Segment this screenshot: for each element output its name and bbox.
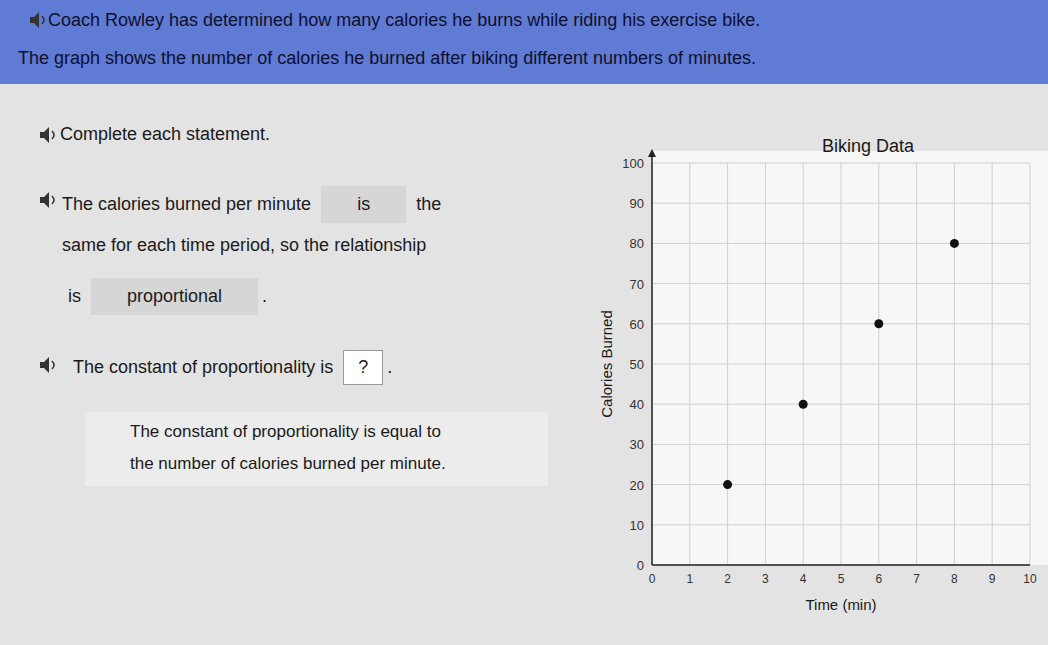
grid-line-y — [652, 243, 1030, 244]
speaker-icon — [40, 192, 49, 208]
y-axis — [651, 155, 653, 565]
y-tick-label: 100 — [622, 156, 644, 171]
prompt: Complete each statement. — [60, 124, 270, 145]
dropdown-choice[interactable]: proportional — [91, 278, 258, 315]
x-tick-label: 10 — [1023, 572, 1037, 586]
y-tick-label: 0 — [637, 558, 644, 573]
grid-line-y — [652, 364, 1030, 365]
statement-line: same for each time period, so the relati… — [62, 235, 426, 256]
header-band: Coach Rowley has determined how many cal… — [0, 0, 1048, 84]
speaker-icon — [40, 357, 49, 373]
y-tick-label: 20 — [630, 478, 644, 493]
grid-line-y — [652, 203, 1030, 204]
data-point — [950, 239, 959, 248]
y-tick-label: 70 — [630, 277, 644, 292]
statement-text: the — [416, 194, 441, 215]
hint-text: the number of calories burned per minute… — [130, 454, 446, 474]
x-tick-label: 5 — [838, 572, 845, 586]
points — [723, 239, 959, 489]
speaker-wave — [52, 131, 54, 139]
statement-text: is — [68, 286, 81, 307]
x-axis — [652, 564, 1030, 566]
statement-text: The constant of proportionality is — [73, 357, 333, 378]
x-tick-label: 1 — [686, 572, 693, 586]
chart-title: Biking Data — [822, 136, 915, 156]
speaker-wave — [52, 361, 54, 369]
statement-line: The calories burned per minute isthe — [62, 186, 441, 223]
speaker-icon — [30, 12, 39, 28]
grid-line-y — [652, 444, 1030, 445]
statement-line: is proportional. — [68, 278, 267, 315]
header-text: Coach Rowley has determined how many cal… — [48, 10, 760, 31]
speaker-icon — [40, 127, 49, 143]
statement-text: . — [387, 357, 392, 378]
x-axis-label: Time (min) — [805, 596, 876, 613]
y-tick-label: 40 — [630, 397, 644, 412]
speaker-wave — [52, 196, 54, 204]
grid-line-y — [652, 323, 1030, 324]
grid-line-y — [652, 565, 1030, 566]
grid-line-y — [652, 524, 1030, 525]
statement-text: The calories burned per minute — [62, 194, 311, 215]
y-tick-label: 60 — [630, 317, 644, 332]
chart: Biking Data01234567891001020304050607080… — [0, 0, 1048, 645]
x-tick-label: 6 — [875, 572, 882, 586]
statement-line: The constant of proportionality is?. — [73, 350, 392, 385]
y-tick-label: 10 — [630, 518, 644, 533]
x-tick-label: 0 — [649, 572, 656, 586]
x-tick-label: 8 — [951, 572, 958, 586]
grid-line-y — [652, 283, 1030, 284]
y-tick-label: 30 — [630, 437, 644, 452]
data-point — [799, 400, 808, 409]
plot-area — [652, 151, 1048, 565]
answer-blank[interactable]: ? — [343, 350, 383, 385]
grid-line-y — [652, 163, 1030, 164]
grid-line-y — [652, 484, 1030, 485]
grid-line-y — [652, 404, 1030, 405]
y-tick-label: 80 — [630, 236, 644, 251]
hint-box: The constant of proportionality is equal… — [85, 412, 548, 486]
data-point — [723, 480, 732, 489]
data-point — [874, 319, 883, 328]
x-tick-label: 9 — [989, 572, 996, 586]
y-axis-label: Calories Burned — [598, 310, 615, 418]
speaker-wave — [42, 16, 44, 24]
x-tick-label: 3 — [762, 572, 769, 586]
y-tick-label: 50 — [630, 357, 644, 372]
statement-text: same for each time period, so the relati… — [62, 235, 426, 256]
header-text: The graph shows the number of calories h… — [18, 48, 756, 69]
hint-text: The constant of proportionality is equal… — [130, 422, 441, 442]
y-axis-arrow — [648, 149, 656, 157]
x-tick-label: 2 — [724, 572, 731, 586]
y-tick-label: 90 — [630, 196, 644, 211]
dropdown-choice[interactable]: is — [321, 186, 406, 223]
x-tick-label: 4 — [800, 572, 807, 586]
statement-text: . — [262, 286, 267, 307]
x-tick-label: 7 — [913, 572, 920, 586]
